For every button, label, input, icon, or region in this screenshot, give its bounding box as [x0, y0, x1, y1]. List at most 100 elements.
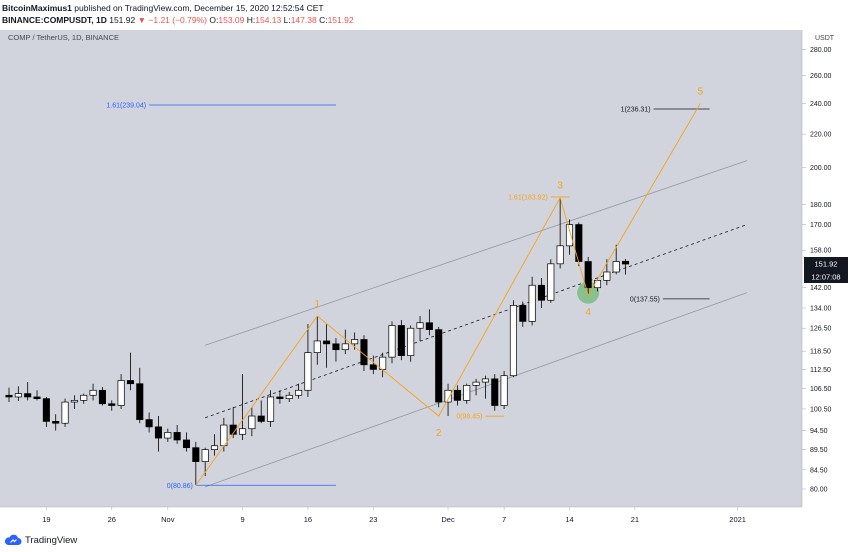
candle: [519, 301, 527, 327]
candle: [295, 383, 303, 399]
close-label: C:: [319, 15, 328, 25]
chart-area[interactable]: COMP / TetherUS, 1D, BINANCE 1.61(239.04)…: [0, 30, 850, 531]
price-tick-label: 89.50: [810, 447, 828, 454]
price-tick-label: 80.00: [810, 487, 828, 494]
candle: [509, 300, 517, 378]
low-label: L:: [283, 15, 291, 25]
candle-body: [80, 394, 88, 401]
candle: [556, 197, 564, 269]
elliott-wave-path: [195, 103, 701, 486]
candle: [108, 400, 116, 411]
candle-body: [295, 389, 303, 396]
candle-body: [173, 432, 181, 441]
price-tick-label: 220.00: [810, 132, 832, 139]
candle-body: [463, 384, 471, 401]
countdown-badge: [804, 270, 848, 284]
low-value: 147.38: [290, 15, 317, 25]
publisher-line: BitcoinMaximus1 published on TradingView…: [2, 3, 324, 13]
time-tick-label: 7: [502, 515, 506, 524]
price-tick-label: 134.00: [810, 306, 832, 313]
time-axis-background: [0, 507, 850, 531]
last-price-text: 151.92: [815, 260, 838, 269]
price-tick-label: 260.00: [810, 73, 832, 80]
candle-body: [622, 260, 630, 265]
wave-label-1: 1: [314, 299, 320, 310]
candle-body: [612, 261, 620, 273]
candle-body: [528, 284, 536, 322]
time-tick-label: 16: [304, 515, 312, 524]
candle-body: [603, 271, 611, 281]
wave-label-2: 2: [436, 428, 442, 439]
candle: [435, 326, 443, 408]
tradingview-logo[interactable]: TradingView: [4, 534, 77, 546]
fib-level-label: 1.61(183.92): [508, 194, 548, 201]
tradingview-cloud-icon: [4, 534, 22, 545]
candle: [369, 355, 377, 375]
candle-body: [481, 378, 489, 383]
candle-body: [192, 447, 200, 462]
high-label: H:: [246, 15, 256, 25]
candle-body: [70, 399, 78, 403]
candle-body: [229, 424, 237, 435]
candle-body: [593, 280, 602, 289]
price-tick-label: 106.50: [810, 386, 832, 393]
time-tick-label: 9: [240, 515, 244, 524]
candle: [117, 374, 125, 409]
candle-body: [444, 389, 452, 403]
price-tick-label: 142.00: [810, 285, 832, 292]
candle: [154, 416, 162, 452]
candle-body: [89, 389, 97, 396]
publisher-name[interactable]: BitcoinMaximus1: [2, 3, 72, 13]
wave-label-5: 5: [697, 87, 703, 98]
candle: [42, 396, 50, 427]
candle: [565, 219, 574, 255]
channel-upper-line: [205, 160, 748, 346]
open-value: 153.09: [218, 15, 245, 25]
price-tick-label: 158.00: [810, 248, 832, 255]
candle: [126, 352, 134, 391]
candle: [210, 434, 219, 456]
candle-body: [313, 340, 321, 354]
candle: [622, 258, 630, 275]
candle: [61, 398, 69, 427]
candle-body: [201, 449, 209, 462]
candle-body: [276, 396, 284, 399]
candle-body: [14, 393, 22, 398]
candle-body: [239, 428, 247, 435]
last-price-badge: [804, 257, 848, 271]
candle: [239, 374, 247, 440]
candle: [164, 428, 172, 442]
candle: [500, 370, 508, 409]
candle: [304, 324, 312, 397]
candle: [192, 441, 200, 486]
candle: [276, 390, 284, 404]
candle: [173, 425, 181, 444]
candle-body: [556, 245, 564, 265]
candle-body: [547, 263, 555, 301]
candle: [425, 309, 433, 336]
candle-body: [397, 325, 405, 356]
candle-body: [33, 396, 41, 399]
price-tick-label: 126.50: [810, 326, 832, 333]
candle-body: [435, 329, 443, 403]
candle: [313, 315, 321, 365]
candle-body: [164, 432, 172, 439]
time-tick-label: 14: [565, 515, 573, 524]
price-chart[interactable]: COMP / TetherUS, 1D, BINANCE 1.61(239.04)…: [0, 30, 850, 531]
candle-body: [425, 322, 433, 330]
tradingview-brand: TradingView: [25, 534, 78, 546]
candle: [528, 276, 536, 326]
last-price: 151.92: [109, 15, 136, 25]
price-tick-label: 94.50: [810, 428, 828, 435]
wave-label-4: 4: [585, 307, 591, 318]
candle: [14, 386, 22, 402]
price-tick-label: 118.50: [810, 349, 831, 356]
candle: [323, 324, 331, 368]
candle-body: [145, 419, 153, 428]
candle-body: [509, 305, 517, 377]
candle: [416, 315, 424, 341]
candle-body: [42, 398, 50, 422]
currency-label: USDT: [815, 35, 835, 42]
candle: [182, 432, 191, 452]
candle-body: [491, 378, 499, 406]
